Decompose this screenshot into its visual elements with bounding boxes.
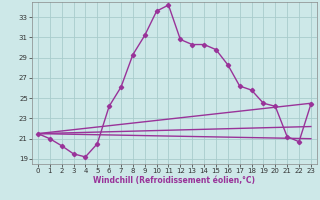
X-axis label: Windchill (Refroidissement éolien,°C): Windchill (Refroidissement éolien,°C): [93, 176, 255, 185]
